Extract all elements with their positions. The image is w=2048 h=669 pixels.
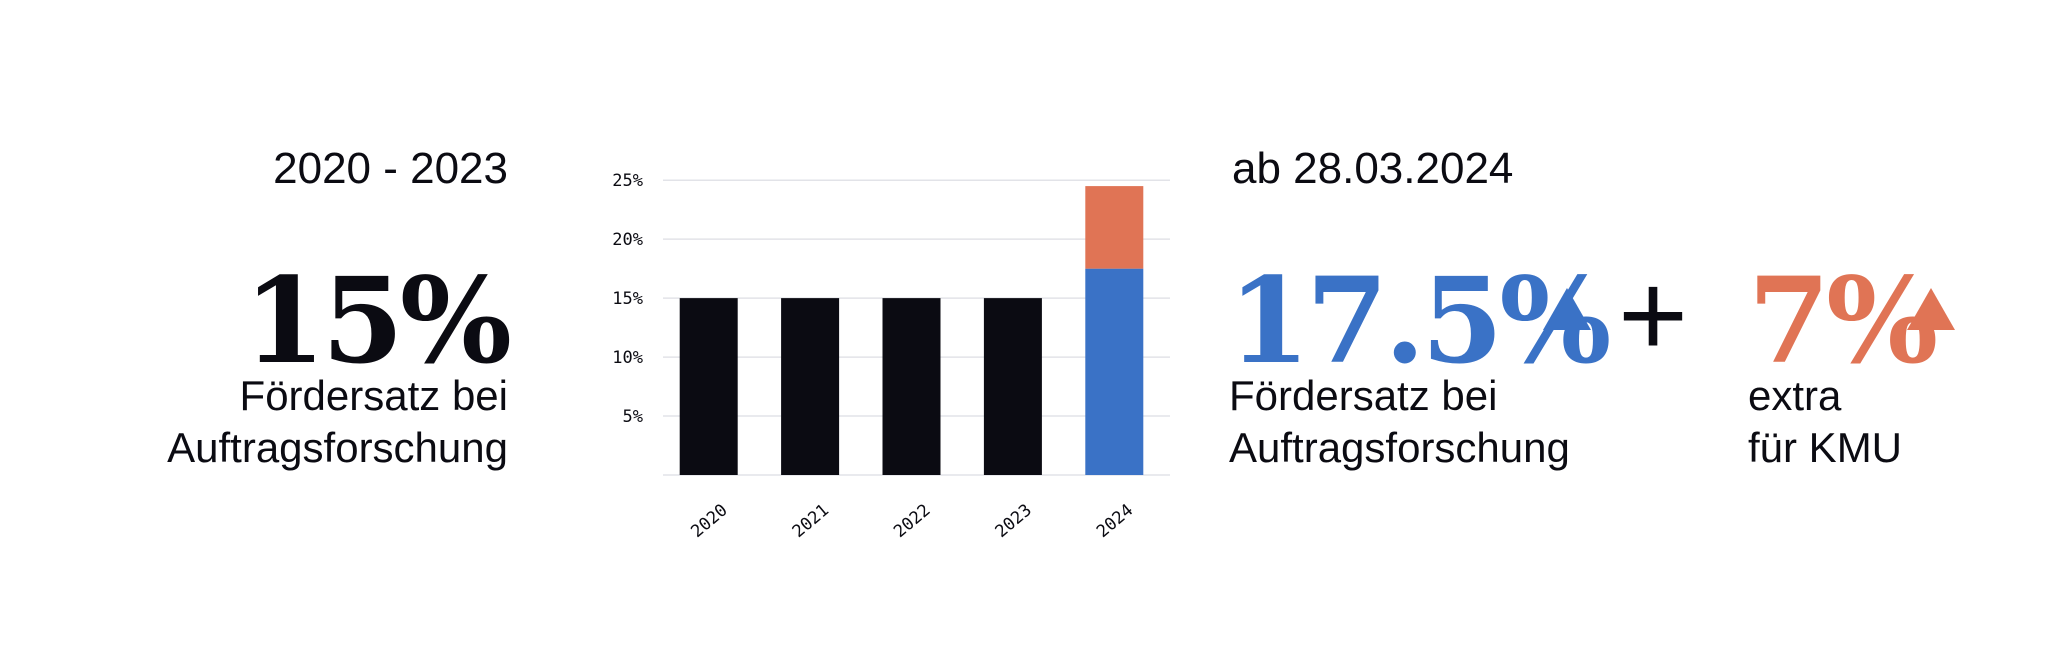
x-tick-label: 2023	[992, 500, 1036, 542]
bar-2024-segment-1	[1085, 268, 1144, 475]
x-tick-label: 2022	[890, 500, 934, 542]
y-tick-label: 10%	[612, 348, 643, 368]
description-extra-line2: für KMU	[1748, 424, 1903, 471]
extra-rate: 7%	[1748, 251, 1938, 390]
y-tick-label: 20%	[612, 230, 643, 250]
period-right: ab 28.03.2024	[1232, 144, 1514, 193]
bar-2022-segment-0	[882, 298, 941, 475]
y-tick-label: 15%	[612, 289, 643, 309]
bar-2020-segment-0	[679, 298, 738, 475]
description-right: Fördersatz bei Auftragsforschung	[1229, 370, 1570, 474]
x-tick-label: 2021	[789, 500, 833, 542]
description-extra-line1: extra	[1748, 372, 1842, 419]
description-left-line1: Fördersatz bei	[239, 372, 508, 419]
bar-chart: 5% 10% 15% 20% 25% 2020 2021 2022 2023 2024	[612, 171, 1170, 542]
description-right-line1: Fördersatz bei	[1229, 372, 1498, 419]
x-tick-label: 2024	[1093, 500, 1137, 542]
x-tick-label: 2020	[687, 500, 731, 542]
increase-arrow-icon	[1543, 288, 1591, 330]
period-left: 2020 - 2023	[273, 144, 508, 193]
bar-2021-segment-0	[781, 298, 840, 475]
increase-arrow-icon-extra	[1907, 288, 1955, 330]
description-left-line2: Auftragsforschung	[167, 424, 508, 471]
rate-left: 15%	[243, 251, 512, 390]
y-tick-label: 5%	[623, 407, 643, 427]
plus-sign: +	[1618, 248, 1689, 382]
description-right-line2: Auftragsforschung	[1229, 424, 1570, 471]
bar-2023-segment-0	[983, 298, 1042, 475]
description-extra: extra für KMU	[1748, 370, 1902, 474]
description-left: Fördersatz bei Auftragsforschung	[167, 370, 508, 474]
y-tick-label: 25%	[612, 171, 643, 191]
bar-2024-segment-2	[1085, 186, 1144, 269]
